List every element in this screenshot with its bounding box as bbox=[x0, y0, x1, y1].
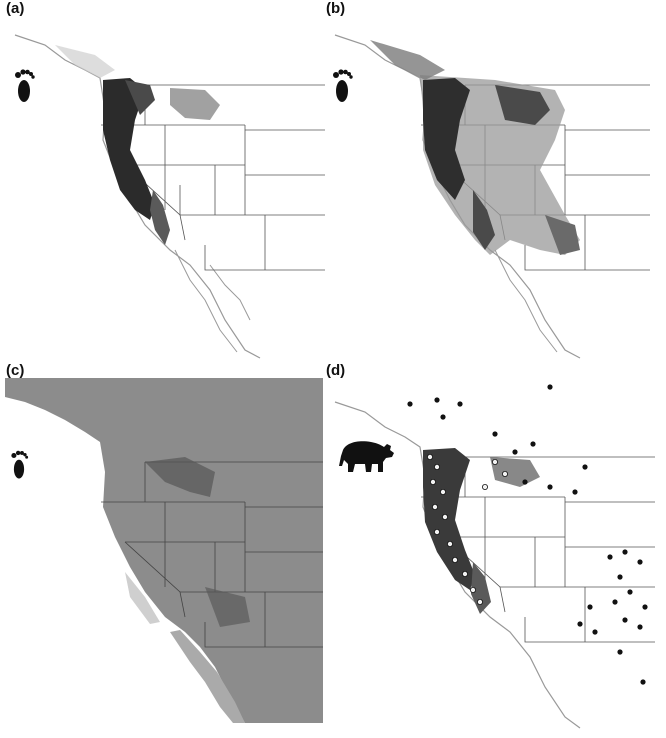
black-point bbox=[627, 589, 633, 595]
black-point bbox=[612, 599, 618, 605]
prediction-rockies-b bbox=[495, 85, 550, 125]
map-b bbox=[334, 34, 650, 359]
white-point bbox=[430, 479, 437, 486]
white-point bbox=[434, 464, 441, 471]
prediction-canada-a bbox=[55, 45, 115, 78]
black-point bbox=[642, 604, 648, 610]
prediction-sierra-b bbox=[473, 190, 495, 250]
black-point bbox=[637, 624, 643, 630]
white-point bbox=[452, 556, 459, 563]
white-point bbox=[440, 489, 447, 496]
black-point bbox=[547, 484, 553, 490]
prediction-core-b bbox=[423, 78, 470, 200]
black-point bbox=[607, 554, 613, 560]
prediction-south-b bbox=[545, 215, 580, 255]
baja-b bbox=[494, 249, 558, 353]
black-point bbox=[582, 464, 588, 470]
bear-icon bbox=[339, 441, 394, 472]
black-point bbox=[512, 449, 518, 455]
baja-a bbox=[174, 249, 238, 353]
gulf-a bbox=[209, 264, 251, 321]
map-c bbox=[5, 378, 323, 723]
white-point bbox=[491, 459, 498, 466]
white-point bbox=[481, 484, 488, 491]
footprint-icon bbox=[11, 450, 29, 479]
map-d bbox=[334, 384, 655, 729]
black-point bbox=[577, 621, 583, 627]
baja-c bbox=[170, 630, 245, 723]
black-point bbox=[440, 414, 446, 420]
black-point bbox=[492, 431, 498, 437]
black-point bbox=[592, 629, 598, 635]
panel-b: (b) bbox=[325, 0, 650, 360]
white-point bbox=[442, 513, 449, 520]
prediction-rockies-d bbox=[490, 457, 540, 487]
white-point bbox=[432, 503, 439, 510]
footprint-icon bbox=[15, 69, 35, 102]
dark-region-c bbox=[145, 457, 215, 497]
black-point bbox=[457, 401, 463, 407]
prediction-canada-b bbox=[370, 40, 445, 80]
map-a bbox=[14, 34, 325, 359]
white-point bbox=[501, 471, 508, 478]
prediction-sierra-a bbox=[150, 190, 170, 245]
dark-south-c bbox=[205, 587, 250, 627]
occurrence-black-points bbox=[407, 384, 648, 685]
panel-d: (d) bbox=[325, 362, 660, 732]
panel-a: (a) bbox=[5, 0, 330, 360]
light-valley-c bbox=[125, 572, 160, 624]
black-point bbox=[622, 549, 628, 555]
white-point bbox=[434, 528, 441, 535]
prediction-north-a bbox=[125, 80, 155, 115]
panel-label-a: (a) bbox=[6, 0, 25, 17]
black-point bbox=[407, 401, 413, 407]
black-point bbox=[547, 384, 553, 390]
prediction-core-d bbox=[423, 448, 475, 590]
panel-label-d: (d) bbox=[326, 362, 346, 379]
panel-label-c: (c) bbox=[6, 362, 25, 379]
occurrence-white-points bbox=[427, 454, 508, 605]
white-point bbox=[469, 586, 476, 593]
footprint-icon bbox=[333, 69, 353, 102]
state-borders-c bbox=[101, 461, 323, 648]
black-point bbox=[640, 679, 646, 685]
panel-c: (c) bbox=[5, 362, 330, 723]
panel-label-b: (b) bbox=[326, 0, 346, 17]
prediction-core-a bbox=[103, 78, 155, 220]
white-point bbox=[461, 570, 468, 577]
prediction-rockies-a bbox=[170, 88, 220, 120]
state-borders-d bbox=[421, 456, 655, 643]
black-point bbox=[434, 397, 440, 403]
black-point bbox=[622, 617, 628, 623]
black-point bbox=[637, 559, 643, 565]
prediction-sierra-d bbox=[471, 562, 491, 614]
black-point bbox=[617, 574, 623, 580]
black-point bbox=[587, 604, 593, 610]
white-point bbox=[427, 454, 434, 461]
black-point bbox=[530, 441, 536, 447]
black-point bbox=[617, 649, 623, 655]
black-point bbox=[572, 489, 578, 495]
white-point bbox=[447, 540, 454, 547]
white-point bbox=[476, 598, 483, 605]
black-point bbox=[522, 479, 528, 485]
